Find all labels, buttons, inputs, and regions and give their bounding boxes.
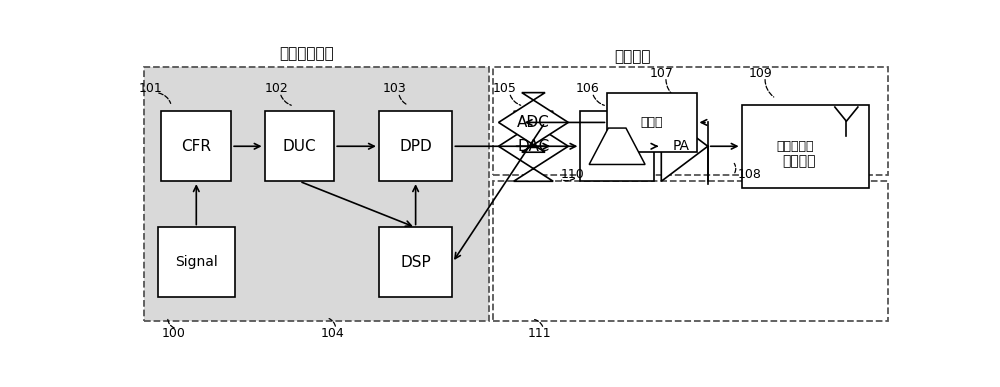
Text: CFR: CFR <box>181 139 211 154</box>
Text: 衰减器: 衰减器 <box>641 116 663 129</box>
Bar <box>264 111 334 181</box>
Bar <box>742 104 869 188</box>
Bar <box>607 92 697 152</box>
Text: 发射通道: 发射通道 <box>614 50 651 64</box>
Bar <box>580 111 654 181</box>
Bar <box>493 67 888 175</box>
Text: 105: 105 <box>493 82 517 95</box>
Text: 101: 101 <box>139 82 162 95</box>
Text: DSP: DSP <box>400 255 431 270</box>
Text: 111: 111 <box>528 327 551 340</box>
Text: DPD: DPD <box>399 139 432 154</box>
Text: 100: 100 <box>162 327 186 340</box>
Polygon shape <box>661 111 708 181</box>
Bar <box>379 228 452 298</box>
Text: 108: 108 <box>738 168 762 181</box>
Text: 109: 109 <box>749 67 772 80</box>
Text: 数字基带部分: 数字基带部分 <box>280 46 334 62</box>
Text: DUC: DUC <box>283 139 316 154</box>
Text: 104: 104 <box>321 327 345 340</box>
Bar <box>379 111 452 181</box>
Polygon shape <box>589 128 645 164</box>
Polygon shape <box>499 111 568 181</box>
Text: ADC: ADC <box>517 115 550 130</box>
Text: 天线调谐器: 天线调谐器 <box>776 140 814 153</box>
Text: 107: 107 <box>649 67 673 80</box>
Polygon shape <box>499 92 568 152</box>
Text: 106: 106 <box>576 82 600 95</box>
Text: 103: 103 <box>383 82 407 95</box>
Bar <box>161 111 231 181</box>
Bar <box>158 228 235 298</box>
Text: 反馈通道: 反馈通道 <box>782 154 816 168</box>
Text: Signal: Signal <box>175 255 218 269</box>
Bar <box>144 67 489 320</box>
Bar <box>493 180 888 320</box>
Text: 102: 102 <box>264 82 288 95</box>
Text: PA: PA <box>672 139 689 153</box>
Text: 110: 110 <box>561 168 585 181</box>
Text: DAC: DAC <box>517 139 550 154</box>
